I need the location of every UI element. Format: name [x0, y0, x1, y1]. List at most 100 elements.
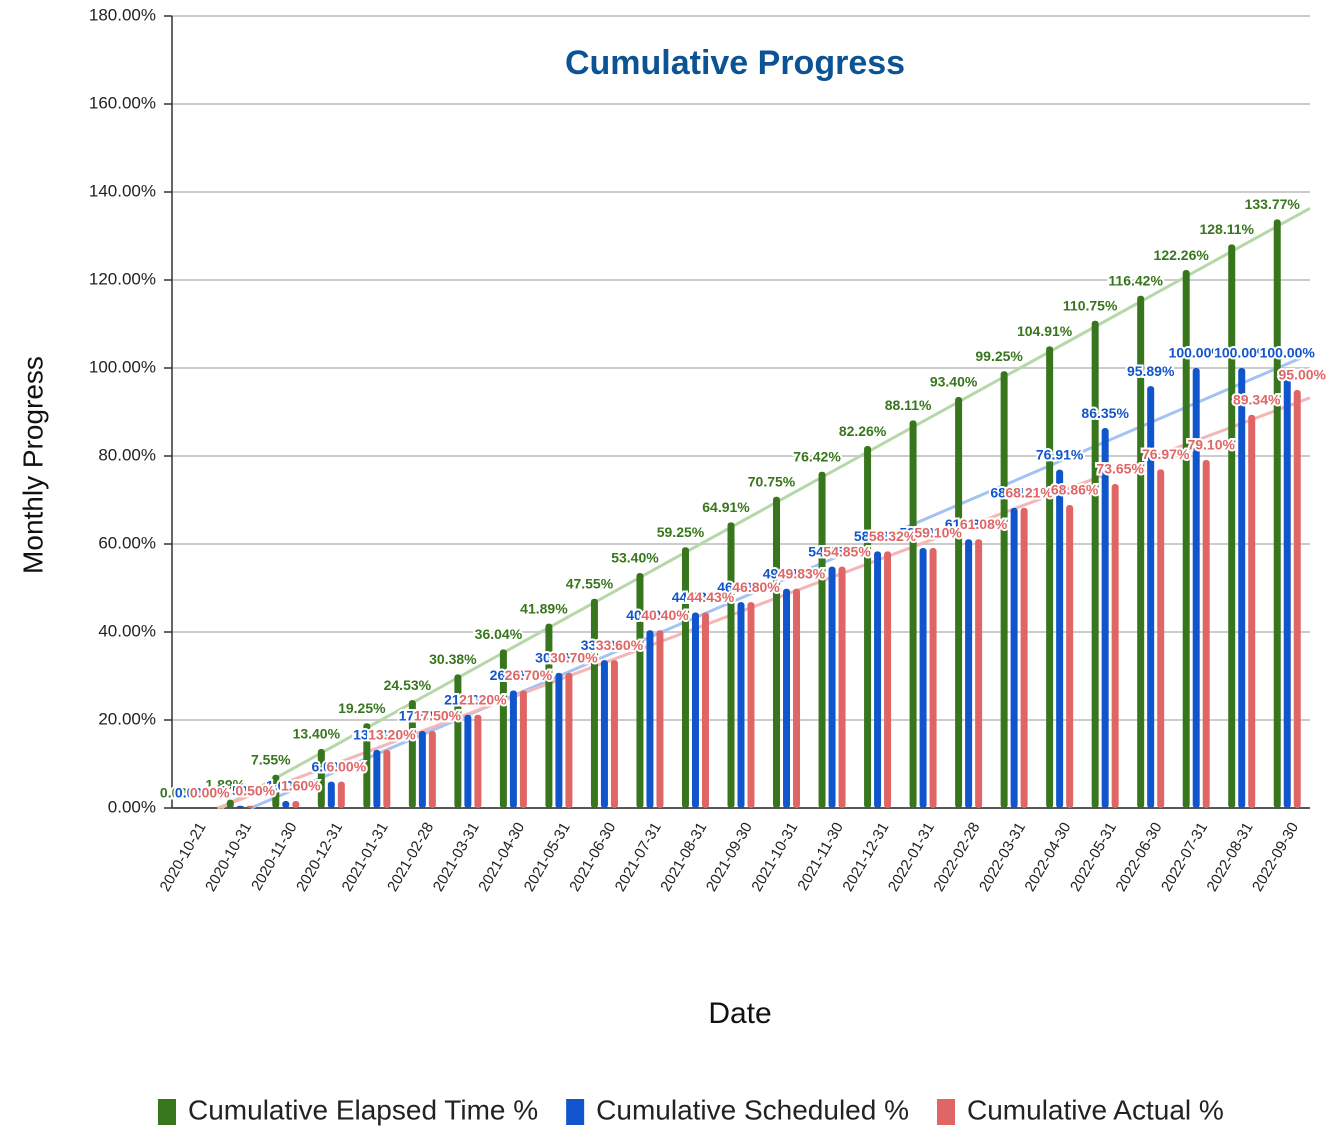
bar	[408, 700, 416, 808]
bar	[1182, 270, 1190, 808]
x-tick-label: 2020-12-31	[293, 819, 346, 894]
bar	[656, 630, 664, 808]
bar	[783, 588, 791, 808]
data-label: 30.70%	[550, 650, 598, 666]
data-label: 47.55%	[566, 575, 614, 591]
data-label: 61.08%	[960, 516, 1008, 532]
bar	[1111, 483, 1119, 808]
bar	[1066, 505, 1074, 808]
bar	[509, 690, 517, 808]
data-label: 73.65%	[1096, 461, 1144, 477]
data-label: 44.43%	[687, 589, 735, 605]
bar	[519, 690, 527, 808]
data-label: 1.60%	[281, 778, 321, 794]
data-label: 68.21%	[1005, 485, 1053, 501]
legend-label: Cumulative Scheduled %	[596, 1094, 909, 1125]
bar	[1283, 368, 1291, 808]
x-tick-label: 2022-03-31	[976, 819, 1029, 894]
data-label: 104.91%	[1017, 323, 1073, 339]
data-label: 0.00%	[175, 785, 215, 801]
x-tick-label: 2022-04-30	[1021, 819, 1074, 894]
x-tick-label: 2020-11-30	[248, 819, 301, 893]
data-label: 26.70%	[505, 667, 553, 683]
data-label: 6.00%	[311, 758, 351, 774]
y-tick-label: 120.00%	[89, 269, 156, 288]
data-label: 95.00%	[1278, 367, 1326, 383]
bar	[464, 714, 472, 808]
y-tick-label: 180.00%	[89, 5, 156, 24]
x-tick-label: 2022-01-31	[885, 819, 938, 894]
data-label: 0.00%	[190, 785, 230, 801]
y-tick-label: 0.00%	[108, 797, 156, 816]
bar	[363, 723, 371, 808]
data-label: 7.55%	[251, 751, 291, 767]
data-label: 122.26%	[1154, 247, 1210, 263]
bar	[884, 551, 892, 808]
data-label: 21.20%	[459, 691, 507, 707]
bar	[646, 630, 654, 808]
data-label: 26.70%	[490, 667, 538, 683]
data-label: 17.50%	[399, 708, 447, 724]
bar	[1293, 390, 1301, 808]
bar	[773, 496, 781, 808]
data-label: 40.40%	[626, 607, 674, 623]
data-label: 49.83%	[778, 565, 826, 581]
y-tick-label: 140.00%	[89, 181, 156, 200]
x-tick-label: 2020-10-21	[157, 819, 210, 894]
data-label: 54.85%	[823, 543, 871, 559]
bar	[1157, 469, 1165, 808]
bar	[428, 731, 436, 808]
bar	[600, 660, 608, 808]
bar	[874, 551, 882, 808]
bar	[1248, 414, 1256, 808]
chart-title: Cumulative Progress	[565, 44, 905, 82]
bar	[1202, 459, 1210, 808]
data-label: 88.11%	[885, 397, 932, 413]
data-label: 46.80%	[717, 579, 765, 595]
x-axis-title: Date	[708, 997, 771, 1030]
bar	[955, 397, 963, 808]
bar	[1192, 368, 1200, 808]
bar	[747, 602, 755, 808]
y-axis-title: Monthly Progress	[17, 356, 48, 574]
data-label: 53.40%	[611, 550, 659, 566]
bar	[864, 446, 872, 808]
x-tick-label: 2021-07-31	[612, 819, 665, 894]
bar	[1020, 507, 1028, 808]
bar	[590, 598, 598, 808]
data-label: 49.83%	[763, 565, 811, 581]
data-label: 76.91%	[1036, 446, 1084, 462]
data-label: 44.43%	[672, 589, 720, 605]
data-label: 46.80%	[732, 579, 780, 595]
bar	[545, 623, 553, 808]
data-label: 0.00%	[160, 785, 200, 801]
data-label: 0.50%	[220, 783, 260, 799]
data-label: 95.89%	[1127, 363, 1175, 379]
x-tick-label: 2021-11-30	[794, 819, 847, 893]
bar	[317, 749, 325, 808]
data-label: 59.25%	[657, 524, 705, 540]
data-label: 54.85%	[808, 543, 856, 559]
data-label: 30.70%	[535, 650, 583, 666]
data-label: 64.91%	[702, 499, 750, 515]
bar	[636, 573, 644, 808]
data-label: 128.11%	[1199, 221, 1254, 237]
data-label: 133.77%	[1245, 196, 1301, 212]
legend-label: Cumulative Elapsed Time %	[188, 1094, 538, 1125]
bar	[565, 672, 573, 808]
bar	[818, 471, 826, 808]
data-label: 82.26%	[839, 423, 887, 439]
x-tick-label: 2021-05-31	[521, 819, 574, 894]
bar	[236, 805, 244, 808]
x-tick-label: 2021-08-31	[657, 819, 710, 894]
data-label: 76.97%	[1142, 446, 1190, 462]
bar	[610, 660, 618, 808]
bar	[701, 612, 709, 808]
bar	[327, 781, 335, 808]
x-tick-label: 2021-03-31	[430, 819, 483, 894]
x-tick-label: 2021-09-30	[703, 819, 756, 894]
data-label: 1.89%	[205, 776, 245, 792]
legend-swatch	[566, 1099, 585, 1125]
bar	[909, 420, 917, 808]
